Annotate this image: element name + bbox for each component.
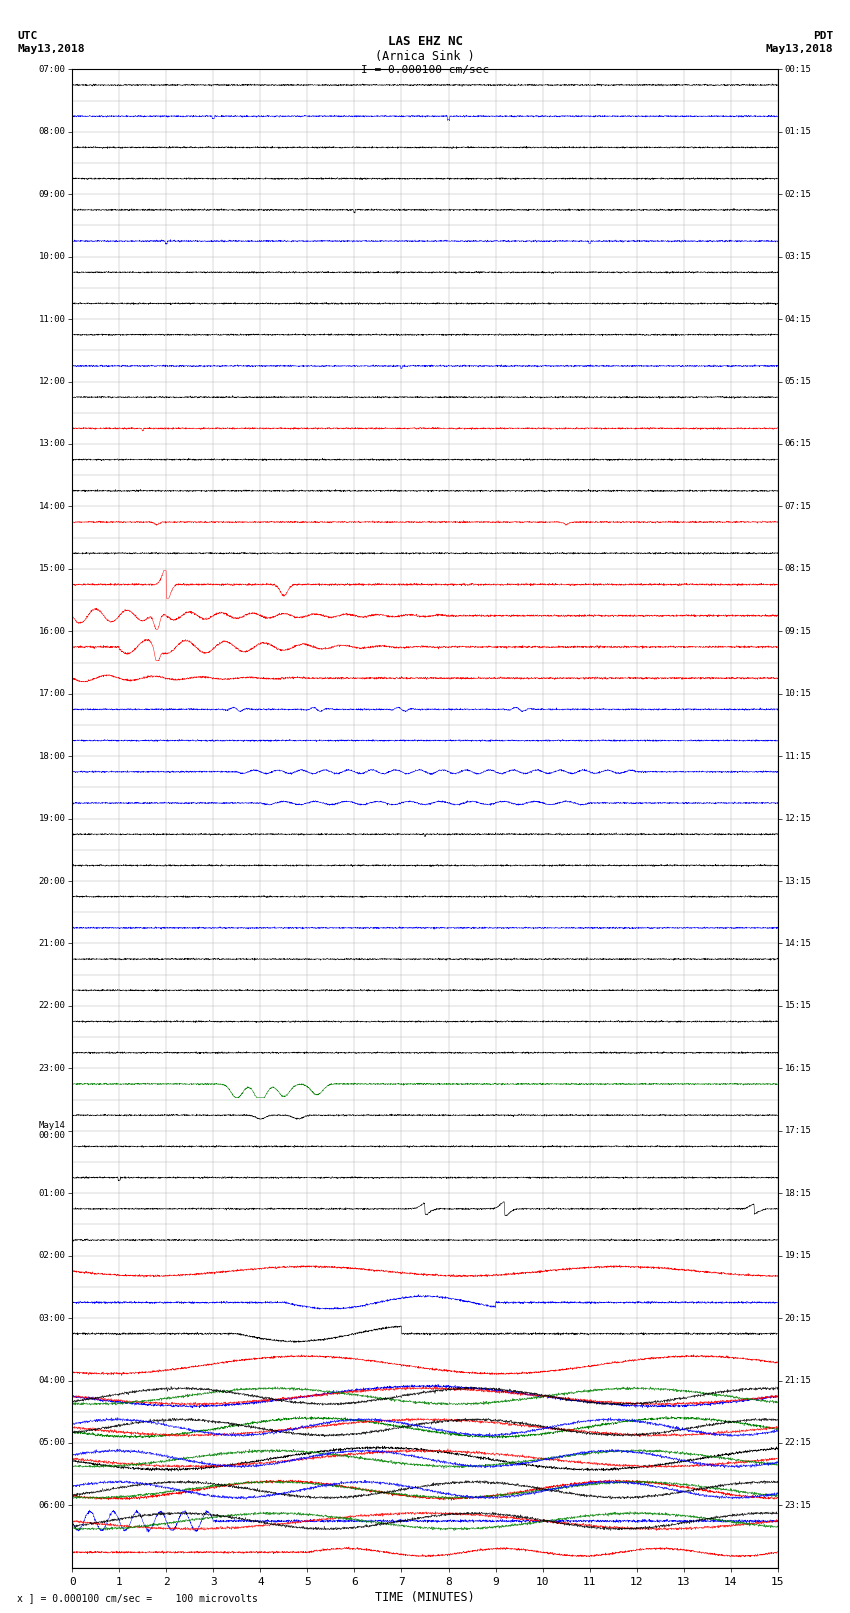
X-axis label: TIME (MINUTES): TIME (MINUTES) (375, 1590, 475, 1603)
Text: LAS EHZ NC: LAS EHZ NC (388, 35, 462, 48)
Text: PDT: PDT (813, 31, 833, 40)
Text: May13,2018: May13,2018 (766, 44, 833, 53)
Text: x ] = 0.000100 cm/sec =    100 microvolts: x ] = 0.000100 cm/sec = 100 microvolts (17, 1594, 258, 1603)
Text: UTC: UTC (17, 31, 37, 40)
Text: (Arnica Sink ): (Arnica Sink ) (375, 50, 475, 63)
Text: I = 0.000100 cm/sec: I = 0.000100 cm/sec (361, 65, 489, 74)
Text: May13,2018: May13,2018 (17, 44, 84, 53)
